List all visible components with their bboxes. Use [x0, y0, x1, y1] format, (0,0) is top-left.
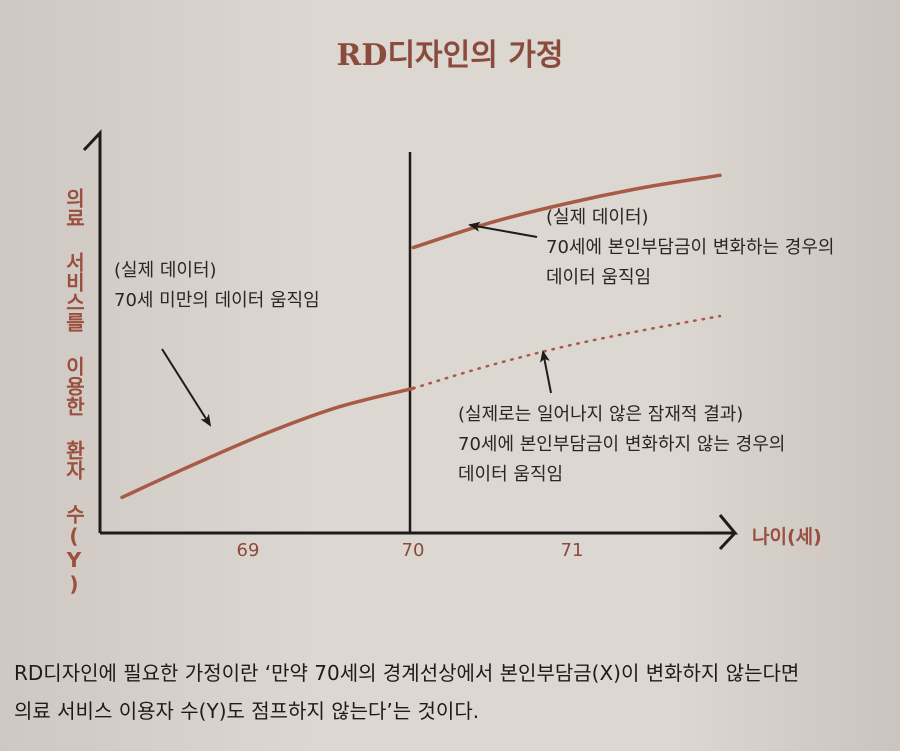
y-axis	[82, 129, 102, 533]
annotation-below: (실제 데이터) 70세 미만의 데이터 움직임	[114, 256, 320, 316]
x-tick-70: 70	[401, 540, 425, 561]
arrow-below	[161, 348, 212, 427]
chart-title: RD디자인의 가정	[336, 38, 564, 73]
x-tick-71: 71	[560, 540, 584, 561]
caption-line-1: RD디자인에 필요한 가정이란 ‘만약 70세의 경계선상에서 본인부담금(X)…	[14, 661, 800, 685]
annotation-counterfactual: (실제로는 일어나지 않은 잠재적 결과) 70세에 본인부담금이 변화하지 않…	[458, 400, 785, 490]
annotation-above: (실제 데이터) 70세에 본인부담금이 변화하는 경우의 데이터 움직임	[546, 203, 834, 293]
annotation-above-line-1: (실제 데이터)	[546, 207, 649, 228]
series-below-cutoff-line	[120, 386, 416, 500]
annotation-below-line-1: (실제 데이터)	[114, 260, 217, 281]
annotation-below-line-2: 70세 미만의 데이터 움직임	[114, 290, 320, 311]
annotation-counterfactual-line-2: 70세에 본인부담금이 변화하지 않는 경우의	[458, 434, 786, 455]
caption: RD디자인에 필요한 가정이란 ‘만약 70세의 경계선상에서 본인부담금(X)…	[14, 654, 799, 730]
series-counterfactual-line	[412, 314, 722, 390]
x-axis-label: 나이(세)	[752, 526, 822, 548]
arrow-above	[468, 221, 538, 238]
arrow-counterfactual	[540, 350, 552, 394]
x-axis	[100, 514, 739, 551]
caption-line-2: 의료 서비스 이용자 수(Y)도 점프하지 않는다’는 것이다.	[14, 699, 480, 723]
x-tick-69: 69	[236, 540, 260, 561]
annotation-above-line-3: 데이터 움직임	[546, 267, 652, 288]
series-above-cutoff-line	[411, 173, 722, 250]
annotation-counterfactual-line-1: (실제로는 일어나지 않은 잠재적 결과)	[458, 404, 744, 425]
annotation-above-line-2: 70세에 본인부담금이 변화하는 경우의	[546, 237, 835, 258]
y-axis-label: 의료 서비스를 이용한 환자 수(Y)	[62, 188, 86, 596]
annotation-counterfactual-line-3: 데이터 움직임	[458, 464, 564, 485]
